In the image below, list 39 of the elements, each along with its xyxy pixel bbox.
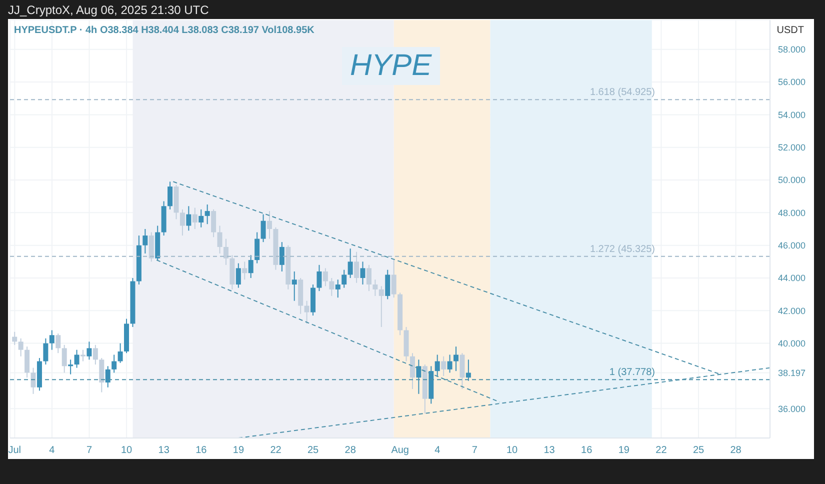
x-tick-label: 16 (196, 445, 208, 456)
x-tick-label: 19 (232, 445, 244, 456)
x-tick-label: 13 (158, 445, 170, 456)
y-tick-label: 36.000 (778, 404, 806, 414)
x-tick-label: 22 (656, 445, 668, 456)
x-tick-label: 25 (692, 445, 705, 456)
x-tick-label: 7 (86, 445, 92, 456)
x-tick-label: Jul (8, 445, 22, 456)
ref-line-label: 1 (37.778) (609, 367, 655, 378)
y-tick-label: 38.197 (778, 368, 806, 378)
x-tick-label: 7 (472, 445, 478, 456)
x-tick-label: 19 (618, 445, 630, 456)
y-tick-label: 56.000 (778, 77, 806, 88)
x-tick-label: 28 (344, 445, 356, 456)
x-tick-label: 25 (308, 445, 320, 456)
x-tick-label: 28 (730, 445, 742, 456)
y-tick-label: 50.000 (778, 175, 806, 186)
y-tick-label: 58.000 (778, 44, 806, 55)
y-tick-label: 48.000 (778, 208, 806, 218)
x-tick-label: 10 (506, 445, 518, 456)
x-tick-label: 16 (581, 445, 593, 456)
text: JJ_CryptoX, Aug 06, 2025 21:30 UTC (8, 3, 209, 17)
y-tick-label: 44.000 (778, 273, 806, 284)
x-tick-label: 13 (544, 445, 556, 456)
text: HYPEUSDT.P · 4h O38.384 H38.404 L38.083 C38.197 Vol108.95K (14, 25, 314, 36)
y-tick-label: 54.000 (778, 110, 806, 120)
x-tick-label: 22 (270, 445, 282, 456)
y-tick-label: 52.000 (778, 142, 806, 153)
x-tick-label: 4 (49, 445, 56, 456)
y-axis-title: USDT (776, 25, 804, 36)
x-tick-label: 4 (434, 445, 441, 456)
x-tick-label: Aug (391, 445, 409, 456)
ref-line-label: 1.272 (45.325) (590, 244, 655, 255)
x-tick-label: 10 (121, 445, 133, 456)
ref-line-label: 1.618 (54.925) (590, 87, 655, 98)
y-tick-label: 42.000 (778, 306, 806, 316)
y-tick-label: 40.000 (778, 338, 806, 348)
y-tick-label: 46.000 (778, 240, 806, 251)
text: HYPE (342, 47, 440, 85)
